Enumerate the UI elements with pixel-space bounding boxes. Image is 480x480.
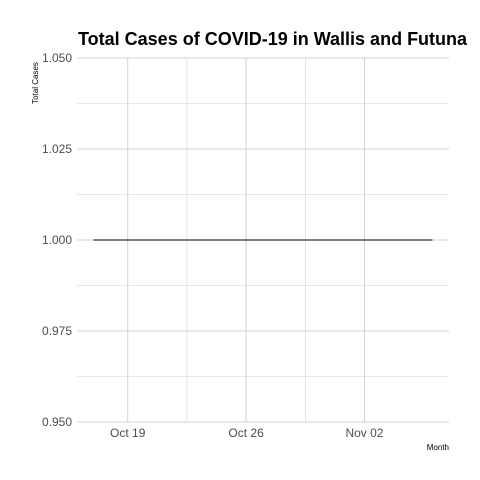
- data-point: [228, 239, 230, 241]
- data-point: [380, 239, 382, 241]
- data-point: [127, 239, 129, 241]
- y-tick-label: 0.950: [42, 415, 72, 429]
- data-point: [245, 239, 247, 241]
- data-point: [347, 239, 349, 241]
- y-tick-label: 1.025: [42, 142, 72, 156]
- data-point: [93, 239, 95, 241]
- y-tick-label: 1.050: [42, 51, 72, 65]
- data-point: [177, 239, 179, 241]
- data-point: [330, 239, 332, 241]
- data-point: [279, 239, 281, 241]
- data-point: [414, 239, 416, 241]
- x-tick-label: Nov 02: [345, 426, 383, 440]
- data-point: [161, 239, 163, 241]
- x-tick-label: Oct 26: [228, 426, 264, 440]
- data-point: [363, 239, 365, 241]
- y-axis-label: Total Cases: [31, 62, 40, 104]
- chart-title: Total Cases of COVID-19 in Wallis and Fu…: [78, 29, 468, 49]
- data-point: [397, 239, 399, 241]
- data-point: [110, 239, 112, 241]
- series-layer: [93, 239, 433, 241]
- data-point: [313, 239, 315, 241]
- x-tick-label: Oct 19: [110, 426, 146, 440]
- data-point: [296, 239, 298, 241]
- data-point: [431, 239, 433, 241]
- y-tick-label: 1.000: [42, 233, 72, 247]
- data-point: [144, 239, 146, 241]
- y-tick-label: 0.975: [42, 324, 72, 338]
- data-point: [194, 239, 196, 241]
- x-axis-label: Month: [427, 443, 449, 452]
- tick-layer: 0.950 0.975 1.000 1.025 1.050 Oct 19 Oct 26 Nov…: [42, 51, 384, 440]
- data-point: [262, 239, 264, 241]
- data-point: [211, 239, 213, 241]
